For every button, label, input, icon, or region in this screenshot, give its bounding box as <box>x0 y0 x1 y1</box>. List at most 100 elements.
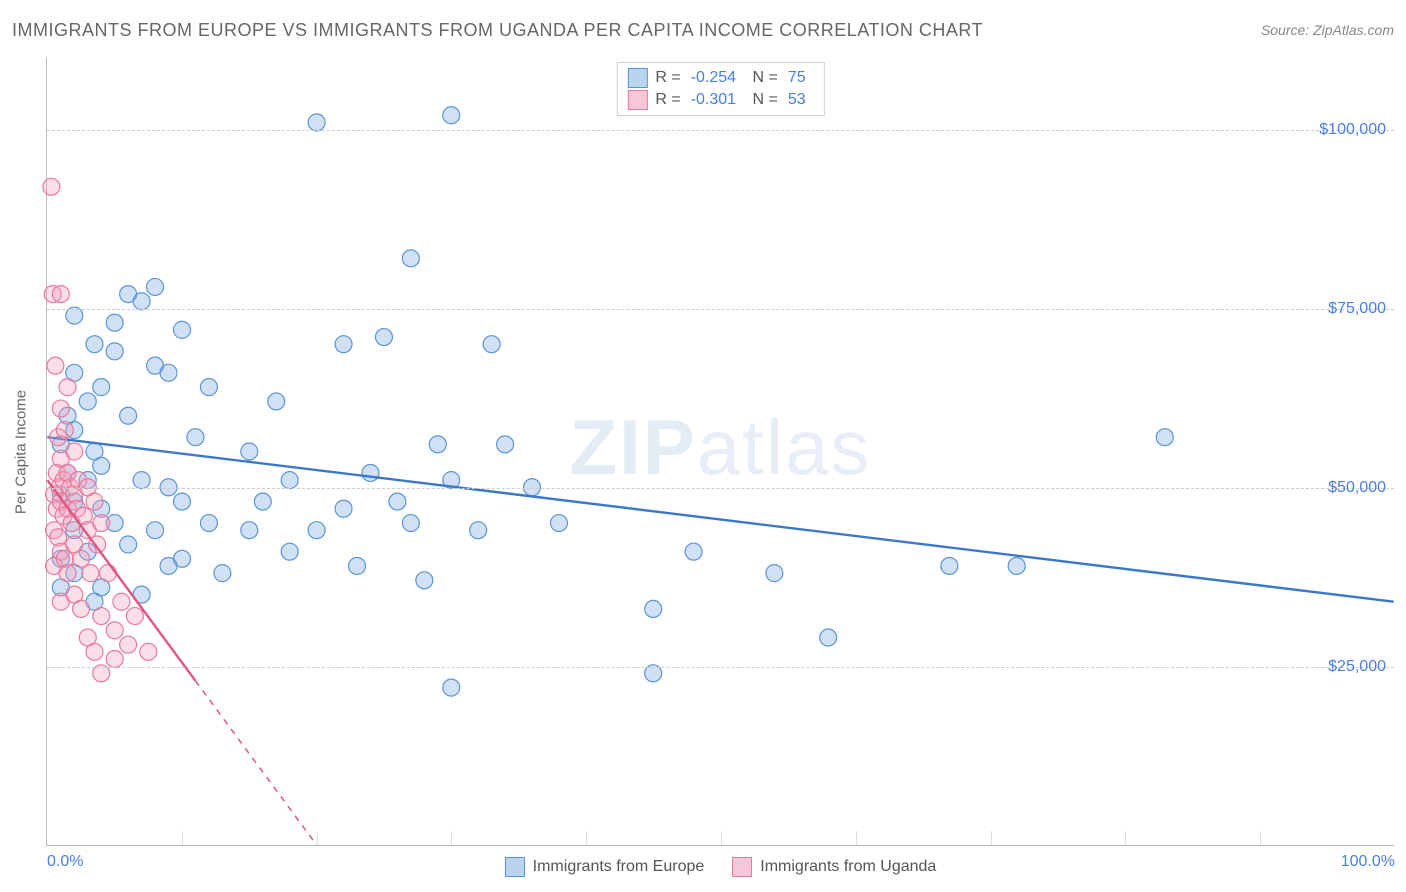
legend-swatch <box>505 857 525 877</box>
data-point <box>106 314 123 331</box>
x-tick-mark <box>1260 831 1261 845</box>
x-tick-mark <box>856 831 857 845</box>
data-point <box>106 622 123 639</box>
data-point <box>187 429 204 446</box>
data-point <box>126 608 143 625</box>
data-point <box>52 286 69 303</box>
data-point <box>241 522 258 539</box>
r-value: -0.301 <box>689 89 740 111</box>
data-point <box>147 522 164 539</box>
data-point <box>254 493 271 510</box>
data-point <box>200 379 217 396</box>
data-point <box>941 557 958 574</box>
data-point <box>147 278 164 295</box>
data-point <box>349 557 366 574</box>
data-point <box>52 400 69 417</box>
data-point <box>685 543 702 560</box>
trend-line <box>47 437 1393 602</box>
correlation-legend: R =-0.254 N =75R =-0.301 N =53 <box>616 62 824 116</box>
legend-row: R =-0.301 N =53 <box>627 89 809 111</box>
y-tick-label: $50,000 <box>1328 479 1386 497</box>
x-tick-mark <box>317 831 318 845</box>
legend-swatch <box>627 90 647 110</box>
legend-label: Immigrants from Europe <box>533 858 705 876</box>
chart-header: IMMIGRANTS FROM EUROPE VS IMMIGRANTS FRO… <box>12 20 1394 48</box>
data-point <box>281 472 298 489</box>
data-point <box>308 522 325 539</box>
source-citation: Source: ZipAtlas.com <box>1261 22 1394 38</box>
x-tick-label: 0.0% <box>47 853 83 871</box>
legend-row: R =-0.254 N =75 <box>627 67 809 89</box>
data-point <box>93 379 110 396</box>
data-point <box>308 114 325 131</box>
data-point <box>113 593 130 610</box>
x-tick-mark <box>721 831 722 845</box>
chart-title: IMMIGRANTS FROM EUROPE VS IMMIGRANTS FRO… <box>12 20 983 40</box>
legend-item: Immigrants from Europe <box>505 857 705 877</box>
data-point <box>389 493 406 510</box>
x-tick-mark <box>451 831 452 845</box>
data-point <box>99 565 116 582</box>
data-point <box>335 336 352 353</box>
data-point <box>443 107 460 124</box>
data-point <box>93 515 110 532</box>
n-value: 75 <box>786 67 810 89</box>
data-point <box>120 407 137 424</box>
data-point <box>241 443 258 460</box>
gridline-h <box>47 130 1394 131</box>
data-point <box>82 565 99 582</box>
y-tick-label: $100,000 <box>1319 121 1386 139</box>
data-point <box>59 379 76 396</box>
data-point <box>268 393 285 410</box>
data-point <box>470 522 487 539</box>
data-point <box>1156 429 1173 446</box>
x-tick-mark <box>991 831 992 845</box>
y-tick-label: $25,000 <box>1328 658 1386 676</box>
data-point <box>66 443 83 460</box>
legend-swatch <box>627 68 647 88</box>
scatter-chart: ZIPatlas Per Capita Income R =-0.254 N =… <box>46 58 1394 846</box>
r-value: -0.254 <box>689 67 740 89</box>
data-point <box>86 643 103 660</box>
data-point <box>416 572 433 589</box>
data-point <box>645 600 662 617</box>
data-point <box>79 393 96 410</box>
data-point <box>56 422 73 439</box>
trend-line-extrapolated <box>195 681 316 845</box>
data-point <box>140 643 157 660</box>
x-tick-mark <box>586 831 587 845</box>
x-tick-label: 100.0% <box>1341 853 1395 871</box>
data-point <box>200 515 217 532</box>
data-point <box>443 679 460 696</box>
data-point <box>375 329 392 346</box>
gridline-h <box>47 667 1394 668</box>
data-point <box>214 565 231 582</box>
data-point <box>120 536 137 553</box>
y-tick-label: $75,000 <box>1328 300 1386 318</box>
data-point <box>120 636 137 653</box>
data-point <box>1008 557 1025 574</box>
n-value: 53 <box>786 89 810 111</box>
data-point <box>335 500 352 517</box>
data-point <box>43 178 60 195</box>
data-point <box>59 565 76 582</box>
plot-area <box>47 58 1394 845</box>
series-legend: Immigrants from Europe Immigrants from Ug… <box>47 857 1394 877</box>
data-point <box>73 600 90 617</box>
x-tick-mark <box>182 831 183 845</box>
data-point <box>497 436 514 453</box>
data-point <box>173 550 190 567</box>
data-point <box>47 357 64 374</box>
y-axis-label: Per Capita Income <box>13 389 30 513</box>
data-point <box>766 565 783 582</box>
data-point <box>173 321 190 338</box>
gridline-h <box>47 309 1394 310</box>
x-tick-mark <box>1125 831 1126 845</box>
data-point <box>550 515 567 532</box>
data-point <box>106 650 123 667</box>
data-point <box>133 293 150 310</box>
data-point <box>93 608 110 625</box>
legend-item: Immigrants from Uganda <box>732 857 936 877</box>
data-point <box>106 343 123 360</box>
data-point <box>86 493 103 510</box>
